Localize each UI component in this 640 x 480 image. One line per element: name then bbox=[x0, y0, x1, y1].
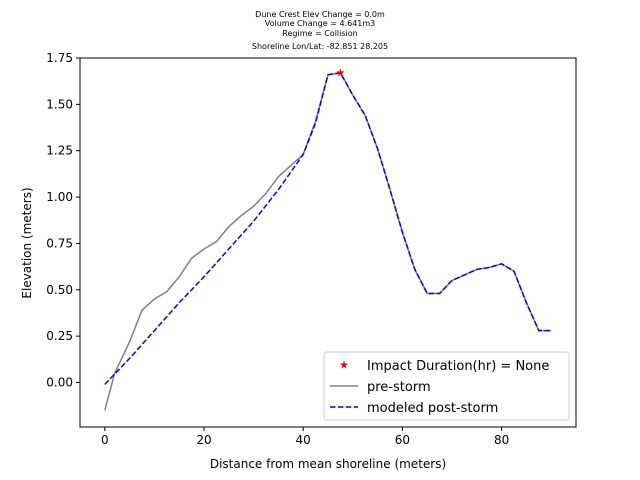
y-tick-label: 0.75 bbox=[46, 236, 73, 250]
chart-title: Dune Crest Elev Change = 0.0m Volume Cha… bbox=[252, 10, 388, 51]
y-tick-label: 1.50 bbox=[46, 97, 73, 111]
y-tick-label: 1.25 bbox=[46, 144, 73, 158]
series-layer bbox=[104, 72, 552, 411]
legend-box bbox=[323, 351, 570, 421]
x-tick-label: 20 bbox=[196, 433, 211, 447]
y-tick-label: 0.00 bbox=[46, 375, 73, 389]
legend-label-post-storm: modeled post-storm bbox=[367, 401, 498, 416]
x-tick-label: 80 bbox=[494, 433, 509, 447]
x-axis: 0 20 40 60 80 bbox=[101, 427, 509, 447]
title-line-4: Shoreline Lon/Lat: -82.851 28.205 bbox=[252, 42, 388, 51]
y-axis: 0.00 0.25 0.50 0.75 1.00 1.25 1.50 1.75 bbox=[46, 51, 80, 389]
legend-star-icon bbox=[340, 360, 348, 369]
y-tick-label: 0.50 bbox=[46, 283, 73, 297]
title-line-2: Volume Change = 4.641m3 bbox=[265, 19, 376, 28]
x-tick-label: 60 bbox=[395, 433, 410, 447]
y-tick-label: 1.00 bbox=[46, 190, 73, 204]
series-modeled-post-storm bbox=[104, 72, 552, 385]
legend: Impact Duration(hr) = None pre-storm mod… bbox=[323, 351, 570, 421]
y-tick-label: 1.75 bbox=[46, 51, 73, 65]
impact-marker-star-icon bbox=[336, 68, 345, 77]
y-axis-label: Elevation (meters) bbox=[20, 187, 34, 298]
x-axis-label: Distance from mean shoreline (meters) bbox=[210, 457, 446, 471]
marker-layer bbox=[336, 68, 345, 77]
y-tick-label: 0.25 bbox=[46, 329, 73, 343]
plot-frame bbox=[79, 57, 577, 428]
legend-label-impact-duration: Impact Duration(hr) = None bbox=[367, 359, 549, 374]
title-line-3: Regime = Collision bbox=[282, 29, 357, 38]
legend-label-pre-storm: pre-storm bbox=[367, 380, 431, 395]
x-tick-label: 40 bbox=[296, 433, 311, 447]
x-tick-label: 0 bbox=[101, 433, 109, 447]
title-line-1: Dune Crest Elev Change = 0.0m bbox=[255, 10, 385, 19]
